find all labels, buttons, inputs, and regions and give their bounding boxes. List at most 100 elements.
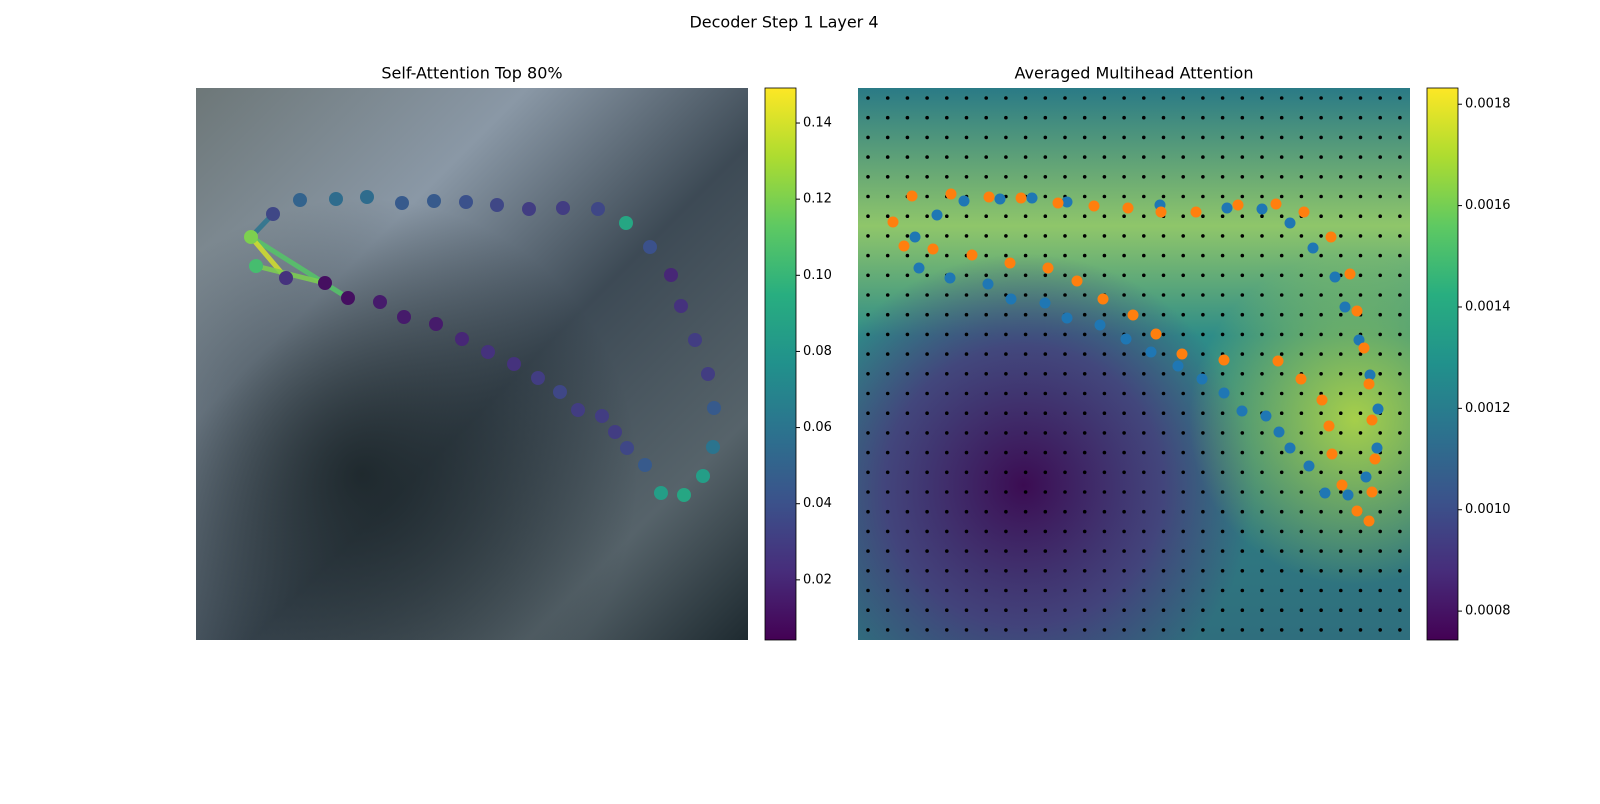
grid-dot <box>1043 332 1048 337</box>
grid-dot <box>1279 96 1284 100</box>
grid-dot <box>1082 529 1087 534</box>
grid-dot <box>1181 273 1185 278</box>
grid-dot <box>945 253 949 258</box>
point <box>1005 293 1017 305</box>
grid-dot <box>1043 470 1048 475</box>
grid-dot <box>1240 470 1245 475</box>
grid-dot <box>1063 234 1067 238</box>
grid-dot <box>1082 253 1087 258</box>
grid-dot <box>1299 115 1304 120</box>
grid-dot <box>885 569 890 573</box>
grid-dot <box>1299 293 1304 297</box>
grid-dot <box>1201 490 1205 494</box>
grid-dot <box>1102 509 1107 514</box>
grid-dot <box>1319 135 1323 140</box>
grid-dot <box>1299 352 1304 356</box>
grid-dot <box>1023 588 1028 593</box>
grid-dot <box>925 470 929 475</box>
grid-dot <box>1220 194 1225 199</box>
point <box>1351 305 1363 317</box>
grid-dot <box>1063 155 1067 159</box>
point <box>455 332 469 346</box>
grid-dot <box>885 470 890 475</box>
grid-dot <box>866 234 870 238</box>
grid-dot <box>1004 155 1008 159</box>
grid-dot <box>905 273 910 278</box>
grid-dot <box>984 293 988 297</box>
grid-dot <box>1299 312 1304 317</box>
grid-dot <box>984 391 988 396</box>
grid-dot <box>964 214 969 218</box>
grid-dot <box>1220 608 1225 612</box>
grid-dot <box>1378 135 1382 140</box>
grid-dot <box>984 569 988 573</box>
grid-dot <box>964 155 969 159</box>
grid-dot <box>866 115 870 120</box>
grid-dot <box>1378 234 1382 238</box>
grid-dot <box>1279 470 1284 475</box>
grid-dot <box>885 372 890 376</box>
grid-dot <box>1260 431 1264 435</box>
grid-dot <box>1063 214 1067 218</box>
grid-dot <box>1378 352 1382 356</box>
point <box>1236 405 1248 417</box>
grid-dot <box>1220 569 1225 573</box>
grid-dot <box>1339 372 1343 376</box>
point <box>481 345 495 359</box>
grid-dot <box>885 490 890 494</box>
grid-dot <box>1122 155 1126 159</box>
grid-dot <box>984 332 988 337</box>
grid-dot <box>905 431 910 435</box>
grid-dot <box>1201 529 1205 534</box>
point <box>619 216 633 230</box>
grid-dot <box>1181 332 1185 337</box>
grid-dot <box>1358 352 1363 356</box>
grid-dot <box>1082 293 1087 297</box>
grid-dot <box>866 588 870 593</box>
grid-dot <box>1299 234 1304 238</box>
point <box>1120 333 1132 345</box>
point <box>1232 199 1244 211</box>
grid-dot <box>1004 312 1008 317</box>
grid-dot <box>1043 588 1048 593</box>
grid-dot <box>1161 549 1166 553</box>
grid-dot <box>964 411 969 416</box>
grid-dot <box>1339 135 1343 140</box>
point <box>1039 297 1051 309</box>
grid-dot <box>945 569 949 573</box>
grid-dot <box>885 273 890 278</box>
grid-dot <box>984 529 988 534</box>
grid-dot <box>1240 115 1245 120</box>
grid-dot <box>1004 234 1008 238</box>
colorbar-tick-label: 0.0012 <box>1465 401 1511 416</box>
grid-dot <box>905 411 910 416</box>
grid-dot <box>1279 214 1284 218</box>
grid-dot <box>1102 431 1107 435</box>
grid-dot <box>1043 411 1048 416</box>
grid-dot <box>925 490 929 494</box>
point <box>1363 515 1375 527</box>
grid-dot <box>945 490 949 494</box>
grid-dot <box>1220 175 1225 179</box>
grid-dot <box>1043 490 1048 494</box>
point <box>983 191 995 203</box>
grid-dot <box>1201 175 1205 179</box>
grid-dot <box>1319 372 1323 376</box>
colorbar <box>1426 87 1459 641</box>
grid-dot <box>964 470 969 475</box>
grid-dot <box>1279 293 1284 297</box>
grid-dot <box>1260 470 1264 475</box>
grid-dot <box>964 509 969 514</box>
grid-dot <box>1339 391 1343 396</box>
grid-dot <box>1299 194 1304 199</box>
grid-dot <box>1142 352 1146 356</box>
point <box>249 259 263 273</box>
point <box>654 486 668 500</box>
grid-dot <box>1240 253 1245 258</box>
grid-dot <box>1339 96 1343 100</box>
grid-dot <box>1339 253 1343 258</box>
grid-dot <box>1240 155 1245 159</box>
grid-dot <box>1102 234 1107 238</box>
point <box>553 385 567 399</box>
grid-dot <box>1142 608 1146 612</box>
